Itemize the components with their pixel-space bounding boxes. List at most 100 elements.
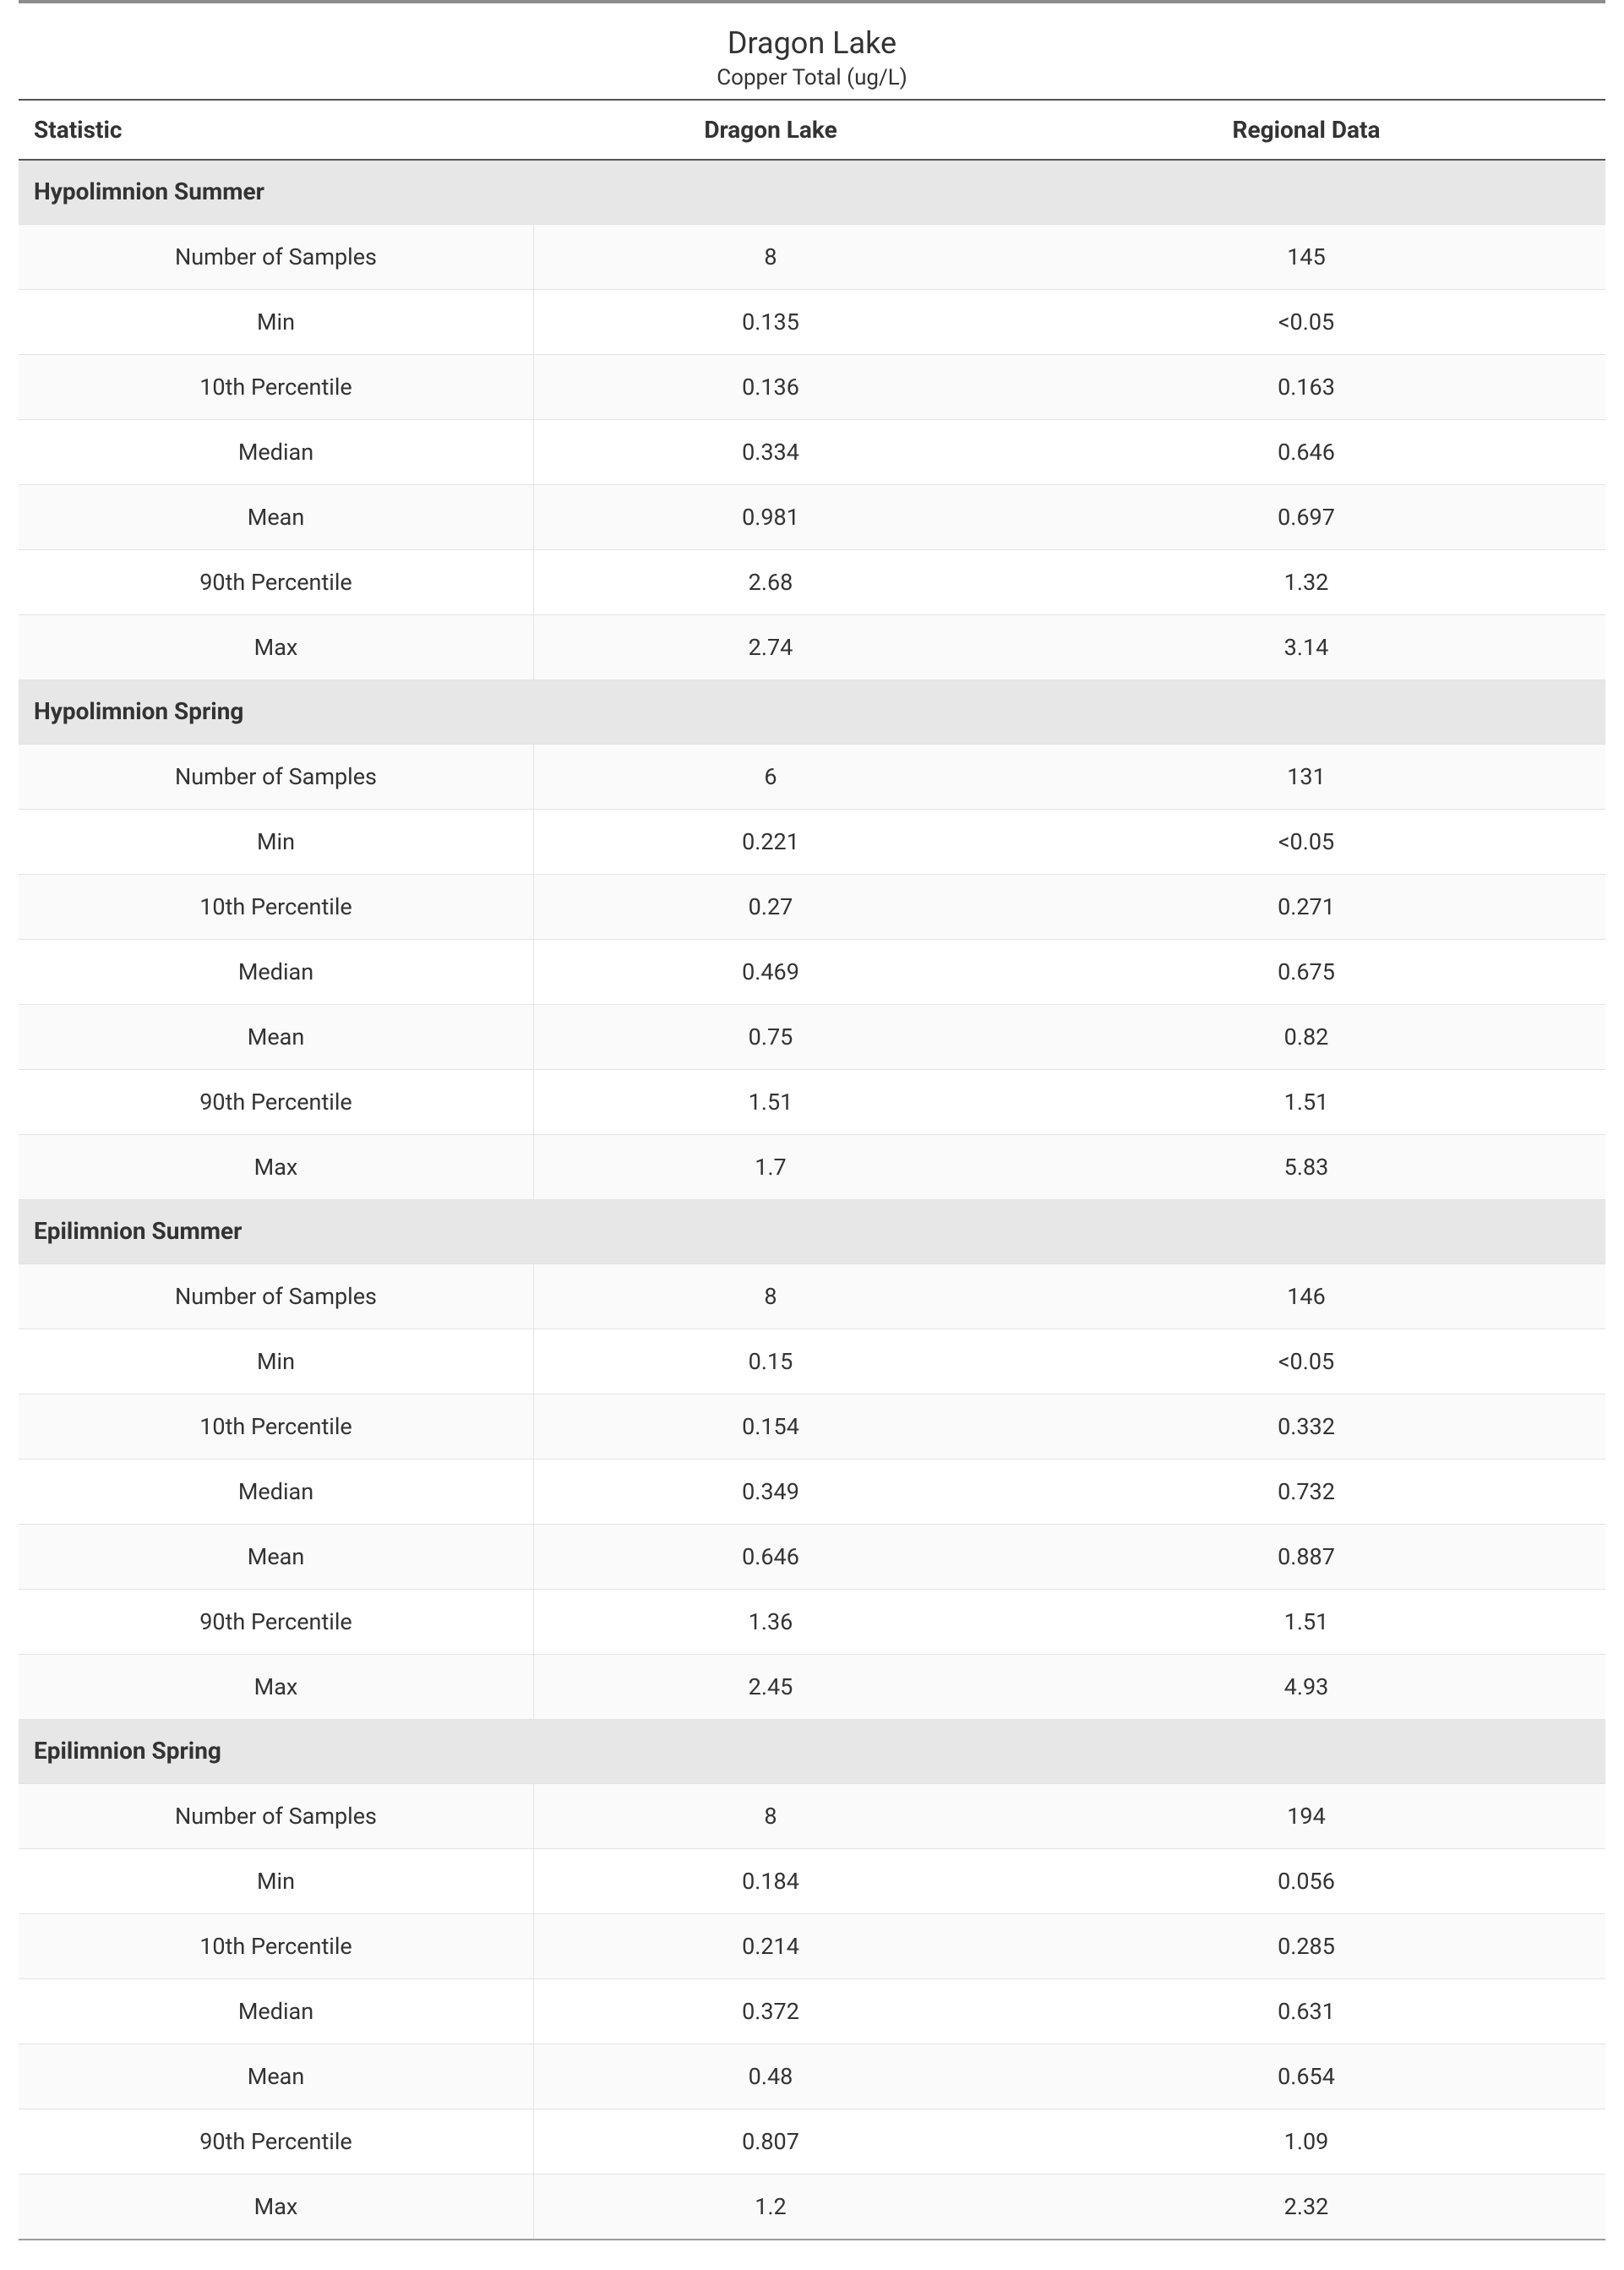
table-row: 90th Percentile1.511.51 [19,1070,1605,1135]
cell-region-value: 0.887 [1007,1525,1605,1589]
cell-statistic: Number of Samples [19,1264,534,1329]
cell-statistic: Number of Samples [19,225,534,289]
table-row: 90th Percentile1.361.51 [19,1590,1605,1655]
cell-statistic: Max [19,615,534,679]
cell-lake-value: 0.349 [534,1460,1007,1524]
cell-statistic: 90th Percentile [19,2109,534,2174]
table-row: Mean0.480.654 [19,2044,1605,2109]
table-row: 10th Percentile0.270.271 [19,875,1605,940]
table-row: 10th Percentile0.1360.163 [19,355,1605,420]
cell-statistic: Max [19,1135,534,1199]
cell-statistic: 90th Percentile [19,550,534,614]
cell-statistic: Median [19,1460,534,1524]
cell-region-value: 0.732 [1007,1460,1605,1524]
col-header-lake: Dragon Lake [534,101,1007,159]
cell-lake-value: 1.7 [534,1135,1007,1199]
cell-statistic: Median [19,1979,534,2044]
table-row: Number of Samples8146 [19,1264,1605,1329]
table-row: Number of Samples8145 [19,225,1605,290]
table-row: 10th Percentile0.2140.285 [19,1914,1605,1979]
cell-region-value: 194 [1007,1784,1605,1848]
cell-region-value: 0.646 [1007,420,1605,484]
table-row: Mean0.9810.697 [19,485,1605,550]
cell-lake-value: 0.469 [534,940,1007,1004]
cell-region-value: 2.32 [1007,2175,1605,2239]
cell-region-value: 0.697 [1007,485,1605,549]
table-row: Max2.454.93 [19,1655,1605,1720]
cell-lake-value: 0.807 [534,2109,1007,2174]
title-main: Dragon Lake [19,24,1605,63]
table-row: Max1.75.83 [19,1135,1605,1200]
cell-region-value: 0.675 [1007,940,1605,1004]
cell-lake-value: 1.51 [534,1070,1007,1134]
cell-region-value: 146 [1007,1264,1605,1329]
cell-lake-value: 8 [534,1264,1007,1329]
cell-lake-value: 6 [534,745,1007,809]
table-row: Mean0.750.82 [19,1005,1605,1070]
table-body: Hypolimnion SummerNumber of Samples8145M… [19,161,1605,2240]
cell-lake-value: 0.214 [534,1914,1007,1978]
cell-lake-value: 2.68 [534,550,1007,614]
table-row: Number of Samples6131 [19,745,1605,810]
cell-lake-value: 0.48 [534,2044,1007,2109]
cell-region-value: 0.163 [1007,355,1605,419]
table-row: 90th Percentile0.8071.09 [19,2109,1605,2175]
cell-statistic: Min [19,810,534,874]
cell-statistic: 90th Percentile [19,1070,534,1134]
cell-region-value: 3.14 [1007,615,1605,679]
cell-statistic: Min [19,1849,534,1913]
cell-statistic: Min [19,1329,534,1394]
table-row: Max2.743.14 [19,615,1605,680]
cell-lake-value: 0.135 [534,290,1007,354]
cell-statistic: Median [19,940,534,1004]
cell-statistic: Mean [19,485,534,549]
cell-statistic: Number of Samples [19,1784,534,1848]
cell-region-value: 0.056 [1007,1849,1605,1913]
table-row: Min0.135<0.05 [19,290,1605,355]
cell-region-value: 1.09 [1007,2109,1605,2174]
table-row: Median0.3490.732 [19,1460,1605,1525]
table-row: Min0.221<0.05 [19,810,1605,875]
cell-region-value: 5.83 [1007,1135,1605,1199]
cell-lake-value: 0.154 [534,1394,1007,1459]
cell-statistic: Median [19,420,534,484]
cell-region-value: 1.51 [1007,1070,1605,1134]
cell-region-value: 4.93 [1007,1655,1605,1719]
table-row: 90th Percentile2.681.32 [19,550,1605,615]
table-row: Number of Samples8194 [19,1784,1605,1849]
cell-region-value: 0.332 [1007,1394,1605,1459]
table-row: Min0.1840.056 [19,1849,1605,1914]
cell-region-value: 0.654 [1007,2044,1605,2109]
cell-region-value: 0.82 [1007,1005,1605,1069]
table-row: 10th Percentile0.1540.332 [19,1394,1605,1460]
section-header: Epilimnion Summer [19,1200,1605,1264]
cell-lake-value: 0.372 [534,1979,1007,2044]
col-header-region: Regional Data [1007,101,1605,159]
cell-lake-value: 1.2 [534,2175,1007,2239]
cell-statistic: Mean [19,1005,534,1069]
cell-region-value: <0.05 [1007,290,1605,354]
title-block: Dragon Lake Copper Total (ug/L) [19,19,1605,101]
cell-lake-value: 0.334 [534,420,1007,484]
table-row: Median0.3720.631 [19,1979,1605,2044]
cell-region-value: 0.631 [1007,1979,1605,2044]
cell-statistic: Mean [19,1525,534,1589]
cell-statistic: Min [19,290,534,354]
cell-region-value: <0.05 [1007,1329,1605,1394]
cell-lake-value: 0.981 [534,485,1007,549]
section-header: Epilimnion Spring [19,1720,1605,1784]
cell-lake-value: 8 [534,225,1007,289]
cell-lake-value: 0.75 [534,1005,1007,1069]
table-row: Median0.4690.675 [19,940,1605,1005]
cell-lake-value: 0.136 [534,355,1007,419]
cell-lake-value: 0.184 [534,1849,1007,1913]
cell-region-value: 0.285 [1007,1914,1605,1978]
cell-region-value: 1.51 [1007,1590,1605,1654]
cell-region-value: 145 [1007,225,1605,289]
cell-lake-value: 2.74 [534,615,1007,679]
cell-lake-value: 0.27 [534,875,1007,939]
cell-region-value: 1.32 [1007,550,1605,614]
cell-lake-value: 0.15 [534,1329,1007,1394]
cell-statistic: Max [19,1655,534,1719]
section-header: Hypolimnion Summer [19,161,1605,225]
